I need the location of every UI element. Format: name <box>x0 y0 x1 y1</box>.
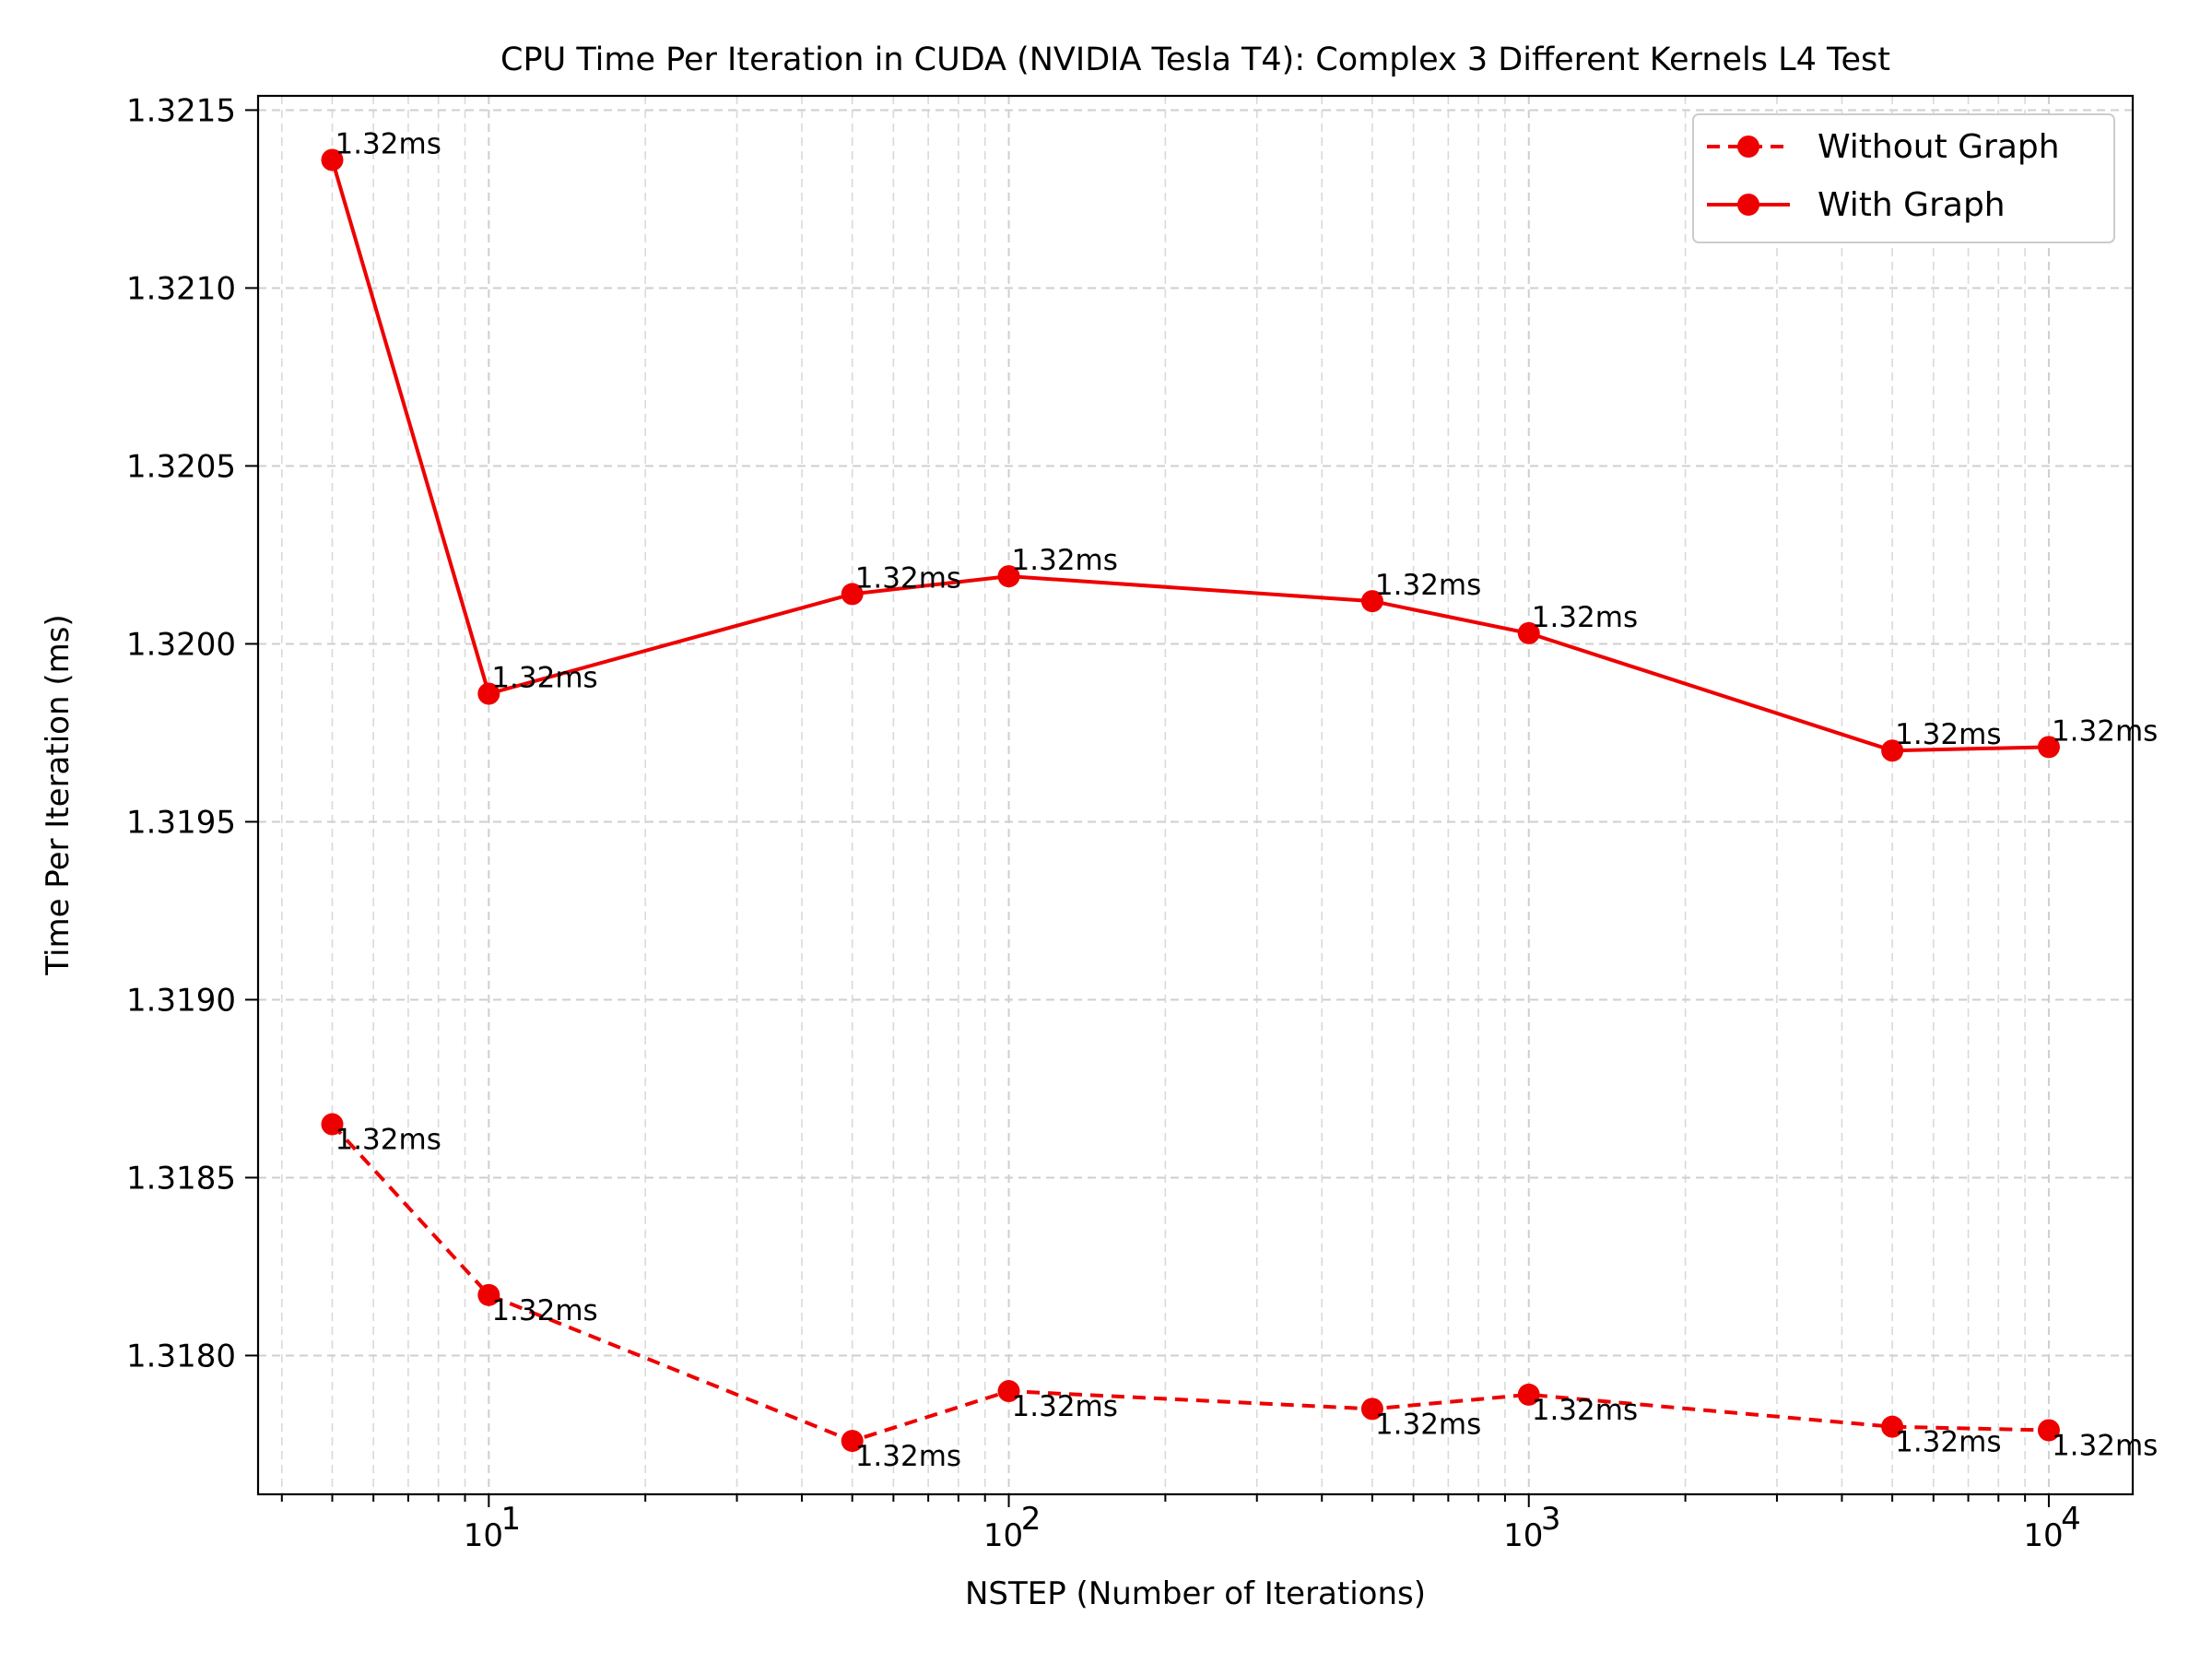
x-tick-label: 10 <box>2023 1517 2063 1554</box>
without-graph-data-label: 1.32ms <box>855 1440 961 1473</box>
y-tick-label: 1.3190 <box>126 982 236 1019</box>
without-graph-point <box>1517 1383 1540 1406</box>
with-graph-point <box>1517 621 1540 644</box>
without-graph-point <box>841 1430 864 1453</box>
without-graph-point <box>1881 1415 1904 1438</box>
with-graph-point <box>1881 739 1904 762</box>
with-graph-data-label: 1.32ms <box>1532 601 1638 634</box>
with-graph-data-label: 1.32ms <box>1012 544 1118 577</box>
with-graph-point <box>841 583 864 606</box>
legend-without-graph-marker <box>1737 136 1759 158</box>
y-tick-label: 1.3185 <box>126 1160 236 1197</box>
with-graph-data-label: 1.32ms <box>1895 718 2001 751</box>
with-graph-point <box>321 148 344 171</box>
without-graph-data-label: 1.32ms <box>1375 1408 1481 1441</box>
with-graph-data-label: 1.32ms <box>491 661 597 694</box>
with-graph-series-line <box>330 159 2050 753</box>
without-graph-series-line <box>331 1123 2050 1444</box>
with-graph-point <box>2037 736 2060 759</box>
without-graph-point <box>2037 1419 2060 1442</box>
x-tick-exponent: 1 <box>501 1501 522 1538</box>
x-tick-exponent: 4 <box>2061 1501 2081 1538</box>
legend-with-graph-label: With Graph <box>1818 186 2006 224</box>
x-tick-label: 10 <box>464 1517 503 1554</box>
y-tick-label: 1.3180 <box>126 1338 236 1374</box>
without-graph-data-label: 1.32ms <box>491 1294 597 1327</box>
without-graph-point <box>1360 1398 1383 1421</box>
without-graph-data-label: 1.32ms <box>335 1124 441 1157</box>
chart-title: CPU Time Per Iteration in CUDA (NVIDIA T… <box>500 41 1890 78</box>
y-tick-label: 1.3215 <box>126 92 236 129</box>
with-graph-point <box>1360 590 1383 613</box>
without-graph-data-label: 1.32ms <box>1012 1390 1118 1423</box>
x-tick-label: 10 <box>1503 1517 1543 1554</box>
y-tick-label: 1.3205 <box>126 448 236 485</box>
axis-ticks: 101 102 103 1041.31801.31851.31901.31951.32… <box>126 92 2081 1554</box>
with-graph-data-label: 1.32ms <box>1375 569 1481 602</box>
x-tick-exponent: 2 <box>1021 1501 1041 1538</box>
legend-without-graph-label: Without Graph <box>1818 128 2060 166</box>
with-graph-point <box>997 565 1020 588</box>
without-graph-point <box>477 1283 500 1306</box>
y-axis-label: Time Per Iteration (ms) <box>40 614 76 975</box>
legend-with-graph-marker <box>1737 194 1759 216</box>
grid-lines <box>258 96 2133 1494</box>
with-graph-point <box>477 682 500 705</box>
y-tick-label: 1.3200 <box>126 626 236 663</box>
without-graph-point <box>997 1380 1020 1403</box>
legend-box <box>1692 113 2115 243</box>
with-graph-data-label: 1.32ms <box>2052 714 2158 748</box>
with-graph-data-label: 1.32ms <box>335 127 441 160</box>
x-axis-label: NSTEP (Number of Iterations) <box>965 1575 1426 1612</box>
y-tick-label: 1.3195 <box>126 804 236 841</box>
legend: Without Graph With Graph <box>1692 113 2115 243</box>
without-graph-data-label: 1.32ms <box>2052 1430 2158 1463</box>
without-graph-data-label: 1.32ms <box>1895 1426 2001 1459</box>
x-tick-label: 10 <box>983 1517 1023 1554</box>
without-graph-point <box>321 1113 344 1136</box>
series-layer: 1.32ms 1.32ms 1.32ms 1.32ms 1.32ms 1.32ms 1.32… <box>321 127 2158 1473</box>
without-graph-data-label: 1.32ms <box>1532 1394 1638 1427</box>
y-tick-label: 1.3210 <box>126 270 236 307</box>
plot-area-frame <box>256 94 2135 1496</box>
x-tick-exponent: 3 <box>1541 1501 1561 1538</box>
with-graph-data-label: 1.32ms <box>855 561 961 595</box>
